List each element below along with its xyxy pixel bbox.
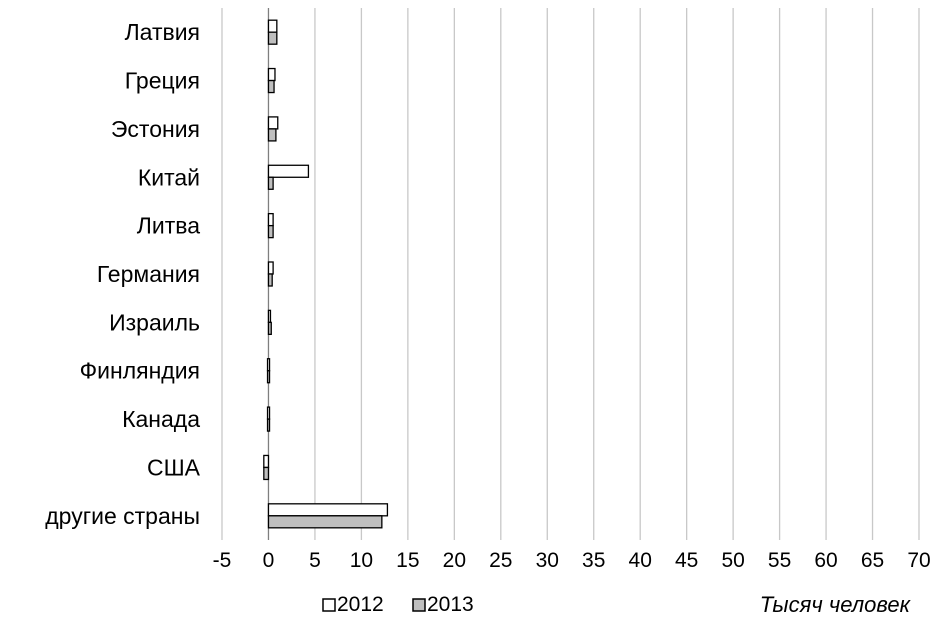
- x-tick-label: 15: [396, 549, 419, 572]
- x-tick-label: 0: [263, 549, 275, 572]
- x-tick-label: 60: [814, 549, 837, 572]
- bar-2012: [267, 309, 272, 324]
- x-tick-label: -5: [213, 549, 232, 572]
- category-label: Германия: [97, 261, 200, 287]
- x-tick-label: 30: [536, 549, 559, 572]
- category-labels: Латвия Греция Эстония Китай Литва Германия Изр…: [45, 19, 200, 529]
- bar-2013: [267, 128, 277, 142]
- legend-label-2013: 2013: [427, 593, 474, 616]
- x-tick-labels: -5 0 5 10 15 20 25 30 35 40 45 50 55 60 65 70: [213, 549, 931, 572]
- legend-label-2012: 2012: [337, 593, 384, 616]
- category-label: Эстония: [111, 116, 200, 142]
- bar-2012: [266, 406, 271, 420]
- bar-2012: [267, 503, 389, 517]
- category-label: другие страны: [45, 503, 200, 529]
- category-label: Финляндия: [80, 358, 200, 384]
- category-label: Канада: [122, 406, 200, 432]
- bar-2013: [267, 176, 274, 190]
- bar-2012: [267, 261, 274, 275]
- category-label: Греция: [125, 68, 200, 94]
- legend-swatch-2013: [412, 598, 426, 612]
- category-label: Латвия: [125, 19, 200, 45]
- bar-2013: [263, 466, 270, 481]
- bar-2012: [267, 19, 278, 33]
- legend-swatch-2012: [322, 598, 336, 612]
- x-tick-label: 25: [489, 549, 512, 572]
- x-tick-label: 5: [309, 549, 321, 572]
- category-label: Литва: [137, 213, 200, 239]
- bar-2013: [267, 273, 273, 287]
- bar-2012: [263, 454, 270, 469]
- x-tick-label: 20: [443, 549, 466, 572]
- x-tick-label: 65: [861, 549, 884, 572]
- bar-2012: [267, 212, 274, 227]
- category-label: США: [147, 454, 201, 480]
- category-label: Китай: [138, 164, 200, 190]
- x-tick-label: 10: [350, 549, 373, 572]
- bar-2013: [267, 79, 275, 94]
- bar-2012: [266, 358, 271, 372]
- bar-2013: [267, 31, 278, 45]
- x-tick-label: 35: [582, 549, 605, 572]
- bar-2012: [267, 164, 310, 178]
- x-tick-label: 45: [675, 549, 698, 572]
- bar-2013: [267, 321, 272, 336]
- legend: 2012 2013: [322, 593, 474, 616]
- x-tick-label: 55: [768, 549, 791, 572]
- bar-2012: [267, 67, 276, 82]
- category-label: Израиль: [109, 309, 200, 335]
- x-tick-label: 50: [721, 549, 744, 572]
- x-axis-unit-label: Тысяч человек: [760, 592, 912, 617]
- bars: [263, 19, 389, 529]
- x-tick-label: 40: [629, 549, 652, 572]
- bar-2013: [266, 370, 271, 384]
- grid-lines: [221, 8, 920, 540]
- bar-2013: [266, 418, 271, 432]
- bar-2013: [267, 224, 274, 239]
- bar-2013: [267, 515, 383, 529]
- x-tick-label: 70: [907, 549, 930, 572]
- bar-2012: [267, 116, 279, 130]
